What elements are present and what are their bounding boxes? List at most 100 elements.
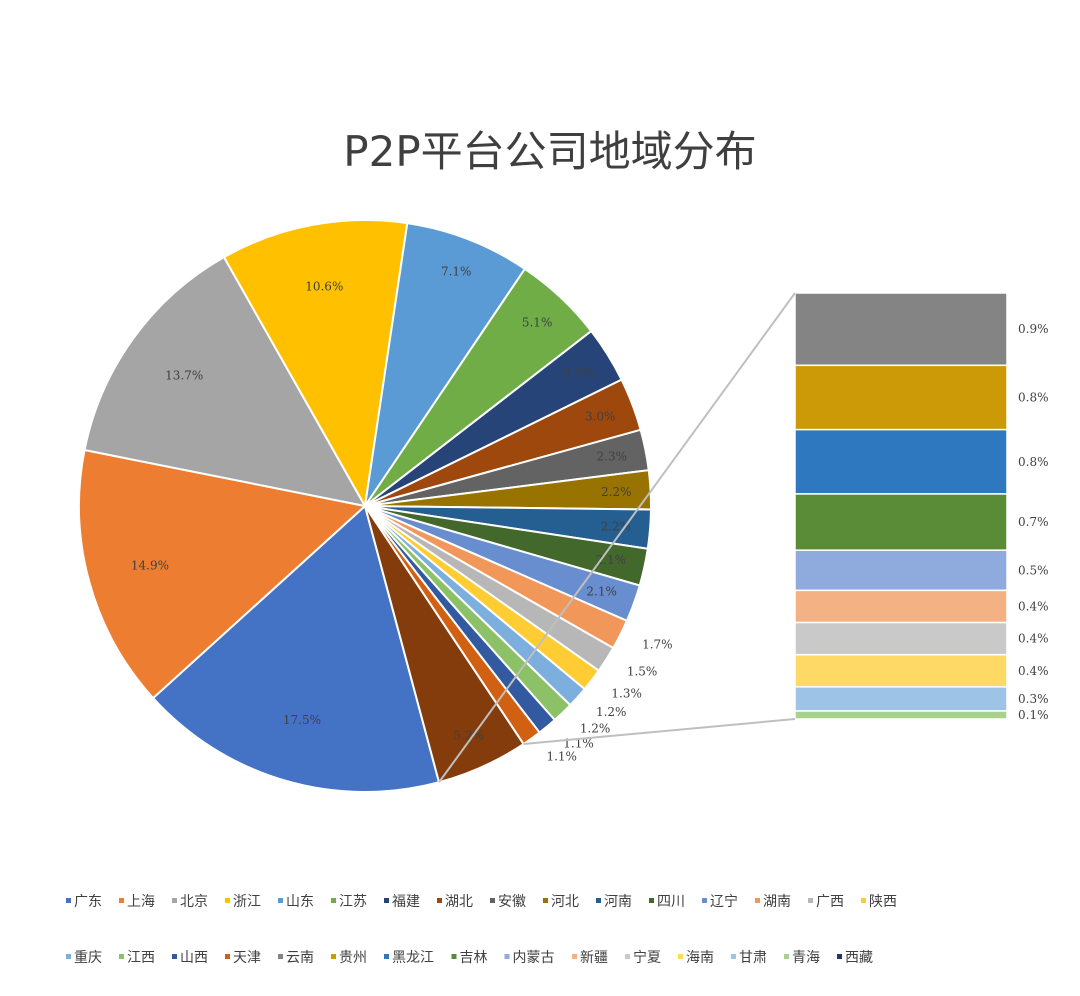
legend-swatch xyxy=(278,898,283,903)
pie-slice-item-4 xyxy=(364,222,527,507)
pie-data-label: 1.7% xyxy=(642,638,673,652)
legend-item: 广西 xyxy=(808,894,844,910)
legend-label: 广西 xyxy=(816,894,844,910)
legend-item: 湖北 xyxy=(437,894,473,910)
legend-label: 云南 xyxy=(286,950,314,966)
legend-label: 湖北 xyxy=(445,894,473,910)
legend-label: 四川 xyxy=(657,894,685,910)
bar-segment-item-1 xyxy=(794,364,1008,431)
legend-item: 天津 xyxy=(225,950,261,966)
bar-segment-item-0 xyxy=(794,292,1008,367)
pie-data-label: 14.9% xyxy=(131,558,169,572)
legend-swatch xyxy=(808,898,813,903)
bar-segment-item-8 xyxy=(794,686,1008,712)
legend-swatch xyxy=(861,898,866,903)
bar-segment-item-7 xyxy=(794,653,1008,688)
legend-item: 广东 xyxy=(66,894,102,910)
legend-label: 宁夏 xyxy=(633,949,661,966)
pie-data-label: 7.1% xyxy=(441,264,472,278)
connector-line-top xyxy=(438,292,796,783)
legend-item: 黑龙江 xyxy=(384,950,434,966)
legend-item: 山西 xyxy=(172,950,208,966)
pie-labels: 17.5% 14.9% 13.7% 10.6% 7.1% 5.1% 3.2% 3.0% 2.3%… xyxy=(131,264,673,763)
legend-item: 山东 xyxy=(278,894,314,910)
pie-data-label: 1.3% xyxy=(611,686,642,700)
pie-data-label: 2.1% xyxy=(586,585,617,599)
legend-label: 湖南 xyxy=(763,894,791,910)
pie-data-label: 13.7% xyxy=(165,368,203,382)
legend-item: 重庆 xyxy=(66,950,102,966)
legend-label: 贵州 xyxy=(339,950,367,966)
legend-item: 陕西 xyxy=(861,894,897,910)
bar-data-label: 0.8% xyxy=(1018,455,1049,469)
legend-label: 天津 xyxy=(233,950,261,966)
legend-swatch xyxy=(649,898,654,903)
legend-swatch xyxy=(172,954,177,959)
legend-swatch xyxy=(451,954,457,959)
chart-title: P2P平台公司地域分布 xyxy=(343,127,757,176)
legend-label: 河北 xyxy=(551,894,579,910)
legend-item: 贵州 xyxy=(331,950,367,966)
connector-line-bottom xyxy=(523,718,796,746)
pie-data-label: 5.1% xyxy=(522,315,553,329)
pie-data-label: 3.2% xyxy=(563,366,594,380)
pie-slices xyxy=(78,219,652,793)
pie-data-label: 2.3% xyxy=(597,450,628,464)
legend-label: 江苏 xyxy=(339,894,367,910)
pie-slice-item-0 xyxy=(151,504,441,793)
legend-label: 甘肃 xyxy=(739,950,767,966)
legend-swatch xyxy=(625,954,630,959)
legend-label: 上海 xyxy=(127,894,155,910)
legend-swatch xyxy=(702,898,707,903)
legend-item: 内蒙古 xyxy=(504,950,555,966)
legend-swatch xyxy=(572,954,577,959)
legend-swatch xyxy=(66,954,71,959)
legend-label: 海南 xyxy=(686,950,714,966)
legend-swatch xyxy=(119,898,124,903)
secondary-bar: 0.9% 0.8% 0.8% 0.7% 0.5% 0.4% 0.4% 0.4% 0.3% 0.1% xyxy=(794,292,1049,722)
pie-data-label: 1.2% xyxy=(580,722,611,736)
legend-item: 青海 xyxy=(784,950,820,966)
legend-swatch xyxy=(384,898,389,903)
legend-item: 江西 xyxy=(119,950,155,966)
legend-label: 陕西 xyxy=(869,894,897,910)
legend-label: 安徽 xyxy=(498,894,526,910)
legend-label: 辽宁 xyxy=(710,893,738,910)
legend-swatch xyxy=(490,898,495,903)
legend-swatch xyxy=(596,898,601,903)
legend-swatch xyxy=(331,954,336,959)
legend-item: 辽宁 xyxy=(702,893,738,910)
bar-data-label: 0.1% xyxy=(1018,708,1049,722)
bar-data-label: 0.7% xyxy=(1018,515,1049,529)
legend-swatch xyxy=(66,898,71,903)
legend-swatch xyxy=(172,898,177,903)
bar-segment-item-4 xyxy=(794,549,1008,592)
legend-label: 北京 xyxy=(180,894,208,910)
legend-label: 重庆 xyxy=(74,950,102,966)
bar-data-label: 0.4% xyxy=(1018,599,1049,613)
legend-item: 新疆 xyxy=(572,950,608,966)
bar-segment-item-6 xyxy=(794,621,1008,656)
legend-item: 云南 xyxy=(278,950,314,966)
legend-label: 青海 xyxy=(792,950,820,966)
legend-label: 新疆 xyxy=(580,950,608,966)
legend-label: 广东 xyxy=(74,894,102,910)
legend-swatch xyxy=(225,898,230,903)
legend-item: 海南 xyxy=(678,950,714,966)
legend-swatch xyxy=(731,954,736,959)
bar-data-label: 0.8% xyxy=(1018,390,1049,404)
legend-item: 宁夏 xyxy=(625,949,661,966)
legend-swatch xyxy=(678,954,683,959)
bar-segment-item-9 xyxy=(794,710,1008,720)
pie-data-label: 2.2% xyxy=(601,519,632,533)
legend-label: 福建 xyxy=(392,894,420,910)
bar-segment-item-3 xyxy=(794,493,1008,551)
bar-segment-item-2 xyxy=(794,428,1008,495)
legend-swatch xyxy=(119,954,124,959)
bar-data-label: 0.5% xyxy=(1018,563,1049,577)
legend-item: 河南 xyxy=(596,894,632,910)
legend-item: 上海 xyxy=(119,894,155,910)
legend-item: 甘肃 xyxy=(731,950,767,966)
